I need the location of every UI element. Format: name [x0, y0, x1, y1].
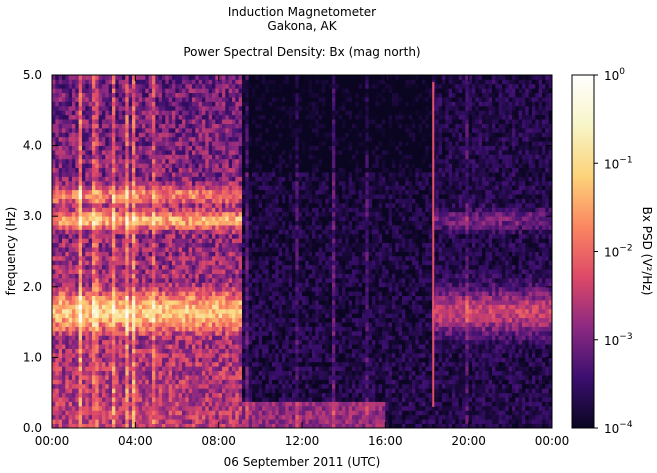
- y-tick-label: 4.0: [23, 139, 42, 153]
- colorbar-tick-label: 10−1: [604, 155, 633, 171]
- y-axis: 0.0 1.0 2.0 3.0 4.0 5.0: [23, 68, 552, 435]
- colorbar-tick-label: 100: [604, 67, 625, 83]
- x-tick-label: 04:00: [118, 434, 153, 448]
- y-tick-label: 1.0: [23, 350, 42, 364]
- y-tick-label: 5.0: [23, 68, 42, 82]
- chart-title-line-2: Gakona, AK: [267, 19, 337, 33]
- y-tick-label: 2.0: [23, 280, 42, 294]
- x-tick-label: 20:00: [451, 434, 486, 448]
- y-tick-label: 0.0: [23, 421, 42, 435]
- colorbar-label: Bx PSD (V²/Hz): [640, 207, 654, 296]
- y-axis-label: frequency (Hz): [4, 207, 18, 296]
- x-axis-label: 06 September 2011 (UTC): [224, 455, 381, 469]
- x-tick-label: 00:00: [35, 434, 70, 448]
- colorbar-tick-label: 10−4: [604, 420, 633, 436]
- x-tick-label: 12:00: [285, 434, 320, 448]
- chart-title-line-1: Induction Magnetometer: [227, 5, 377, 19]
- colorbar-tick-label: 10−2: [604, 244, 633, 260]
- x-axis: 00:00 04:00 08:00 12:00 16:00 20:00 00:00: [35, 75, 570, 448]
- x-tick-label: 16:00: [368, 434, 403, 448]
- x-tick-label: 08:00: [201, 434, 236, 448]
- x-tick-label: 00:00: [535, 434, 570, 448]
- colorbar-tick-label: 10−3: [604, 332, 633, 348]
- colorbar-axis: 100 10−1 10−2 10−3 10−4: [594, 67, 633, 436]
- colorbar: [571, 74, 595, 429]
- y-tick-label: 3.0: [23, 209, 42, 223]
- spectrogram-heatmap: [52, 75, 552, 428]
- chart-subtitle: Power Spectral Density: Bx (mag north): [183, 45, 421, 59]
